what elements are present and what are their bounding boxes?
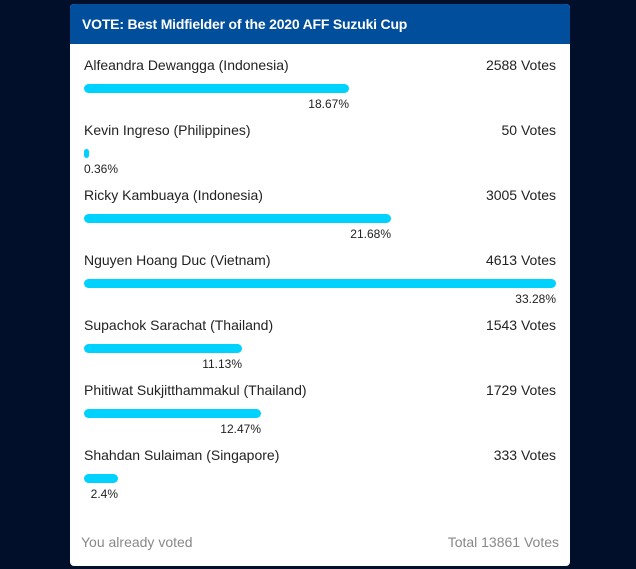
option-percent: 18.67% xyxy=(308,97,349,111)
option-progress-bar xyxy=(84,344,242,353)
poll-option: Alfeandra Dewangga (Indonesia) 2588 Votes… xyxy=(84,57,556,122)
option-result: 2.4% xyxy=(84,474,118,503)
option-percent: 2.4% xyxy=(90,487,118,501)
option-votes: 3005 Votes xyxy=(485,187,556,203)
poll-option: Phitiwat Sukjitthammakul (Thailand) 1729 … xyxy=(84,382,556,447)
poll-title: VOTE: Best Midfielder of the 2020 AFF Su… xyxy=(70,4,570,44)
option-percent: 11.13% xyxy=(202,357,242,371)
option-name: Kevin Ingreso (Philippines) xyxy=(84,122,251,138)
option-name: Supachok Sarachat (Thailand) xyxy=(84,317,274,333)
option-progress-bar xyxy=(84,84,349,93)
option-votes: 1543 Votes xyxy=(485,317,556,333)
option-name: Ricky Kambuaya (Indonesia) xyxy=(84,187,263,203)
option-result: 0.36% xyxy=(84,149,118,178)
poll-option: Ricky Kambuaya (Indonesia) 3005 Votes 21.6… xyxy=(84,187,556,252)
option-name: Phitiwat Sukjitthammakul (Thailand) xyxy=(84,382,307,398)
option-percent: 12.47% xyxy=(220,422,261,436)
option-name: Nguyen Hoang Duc (Vietnam) xyxy=(84,252,271,268)
option-votes: 1729 Votes xyxy=(485,382,556,398)
option-result: 18.67% xyxy=(84,84,349,113)
option-progress-bar xyxy=(84,279,556,288)
option-percent: 33.28% xyxy=(515,292,556,306)
poll-option: Supachok Sarachat (Thailand) 1543 Votes 11… xyxy=(84,317,556,382)
total-votes: Total 13861 Votes xyxy=(447,534,559,550)
poll-options: Alfeandra Dewangga (Indonesia) 2588 Votes… xyxy=(84,57,556,512)
option-votes: 2588 Votes xyxy=(485,57,556,73)
option-percent: 0.36% xyxy=(84,162,119,176)
poll-option: Nguyen Hoang Duc (Vietnam) 4613 Votes 33.2… xyxy=(84,252,556,317)
option-result: 12.47% xyxy=(84,409,261,438)
option-name: Alfeandra Dewangga (Indonesia) xyxy=(84,57,289,73)
voted-status: You already voted xyxy=(81,534,193,550)
poll-footer: You already voted Total 13861 Votes xyxy=(81,534,559,550)
option-progress-bar xyxy=(84,474,118,483)
option-result: 33.28% xyxy=(84,279,556,308)
option-votes: 333 Votes xyxy=(493,447,556,463)
option-progress-bar xyxy=(84,149,89,158)
option-result: 11.13% xyxy=(84,344,242,373)
option-percent: 21.68% xyxy=(350,227,391,241)
option-progress-bar xyxy=(84,214,391,223)
option-progress-bar xyxy=(84,409,261,418)
poll-card: VOTE: Best Midfielder of the 2020 AFF Su… xyxy=(70,4,570,566)
option-votes: 4613 Votes xyxy=(485,252,556,268)
option-votes: 50 Votes xyxy=(501,122,557,138)
poll-option: Kevin Ingreso (Philippines) 50 Votes 0.36% xyxy=(84,122,556,187)
option-name: Shahdan Sulaiman (Singapore) xyxy=(84,447,280,463)
option-result: 21.68% xyxy=(84,214,391,243)
poll-option: Shahdan Sulaiman (Singapore) 333 Votes 2.4… xyxy=(84,447,556,512)
